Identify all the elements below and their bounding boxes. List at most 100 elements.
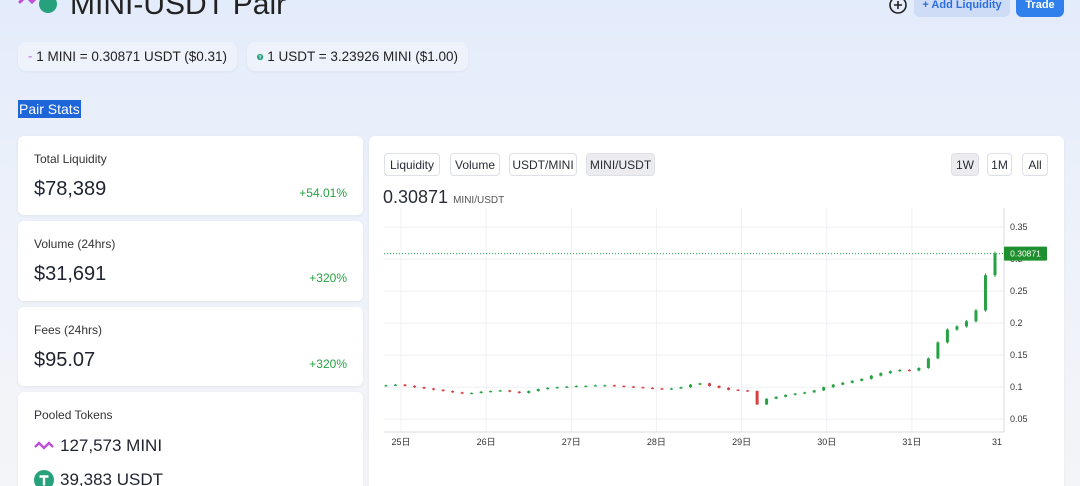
candle-body <box>955 326 959 330</box>
candle-body <box>831 384 835 388</box>
stat-change: +320% <box>309 357 347 371</box>
candle-body <box>907 369 911 372</box>
candle-body <box>460 392 464 394</box>
candle-body <box>993 253 997 276</box>
candle-body <box>803 392 807 394</box>
volume-card: Volume (24hrs) $31,691 +320% <box>18 221 363 301</box>
usdt-icon <box>257 53 264 60</box>
candle-body <box>974 310 978 322</box>
candle-body <box>841 382 845 385</box>
add-liquidity-button[interactable]: + Add Liquidity <box>914 0 1010 17</box>
y-tick-label: 0.15 <box>1010 350 1028 360</box>
candle-body <box>898 369 902 372</box>
candle-body <box>964 321 968 327</box>
usdt-icon <box>34 470 54 486</box>
candle-body <box>793 393 797 395</box>
rate-text: 1 MINI = 0.30871 USDT ($0.31) <box>36 49 227 64</box>
fees-card: Fees (24hrs) $95.07 +320% <box>18 307 363 386</box>
range-all[interactable]: All <box>1022 153 1048 176</box>
candle-body <box>936 342 940 359</box>
current-price-badge-label: 0.30871 <box>1010 249 1041 259</box>
candle-body <box>612 385 616 387</box>
candle-body <box>736 389 740 391</box>
stat-label: Pooled Tokens <box>34 408 113 422</box>
candle-body <box>603 385 607 387</box>
candle-body <box>432 388 436 390</box>
candle-body <box>546 387 550 390</box>
candle-body <box>669 388 673 390</box>
candle-body <box>717 385 721 388</box>
range-1m[interactable]: 1M <box>987 153 1012 176</box>
candle-body <box>812 390 816 393</box>
candle-body <box>422 387 426 389</box>
candle-body <box>650 387 654 390</box>
total-liquidity-card: Total Liquidity $78,389 +54.01% <box>18 136 363 215</box>
candle-body <box>765 398 769 405</box>
section-title: Pair Stats <box>18 100 81 118</box>
candle-body <box>888 371 892 374</box>
current-price-value: 0.30871 <box>383 187 449 207</box>
rate-usdt-mini[interactable]: 1 USDT = 3.23926 MINI ($1.00) <box>247 42 468 71</box>
pooled-tokens-card: Pooled Tokens 127,573 MINI 39,383 USDT <box>18 392 363 486</box>
candle-body <box>660 388 664 390</box>
stat-change: +320% <box>309 271 347 285</box>
candle-body <box>451 391 455 393</box>
page-title: MINI-USDT Pair <box>70 0 287 21</box>
candle-body <box>917 368 921 371</box>
y-tick-label: 0.35 <box>1010 222 1028 232</box>
trade-button[interactable]: Trade <box>1016 0 1064 17</box>
candle-body <box>489 391 493 393</box>
x-tick-label: 26日 <box>477 437 496 447</box>
chart-card: Liquidity Volume USDT/MINI MINI/USDT 1W … <box>369 136 1064 486</box>
candle-body <box>860 378 864 381</box>
stat-change: +54.01% <box>299 186 347 200</box>
candle-body <box>983 275 987 311</box>
x-tick-label: 31 <box>992 437 1002 447</box>
stat-value: $31,691 <box>34 263 107 285</box>
candle-body <box>850 380 854 383</box>
tab-usdt-mini[interactable]: USDT/MINI <box>509 153 577 176</box>
tab-mini-usdt[interactable]: MINI/USDT <box>586 153 655 176</box>
candle-body <box>593 385 597 387</box>
current-price: 0.30871 MINI/USDT <box>383 187 504 208</box>
candle-body <box>746 390 750 392</box>
add-token-icon[interactable] <box>888 0 908 15</box>
tab-liquidity[interactable]: Liquidity <box>384 153 440 176</box>
pooled-usdt-row: 39,383 USDT <box>34 470 163 486</box>
candle-body <box>708 383 712 386</box>
candle-body <box>622 385 626 388</box>
candle-body <box>698 383 702 385</box>
stat-value: $78,389 <box>34 178 107 200</box>
x-tick-label: 27日 <box>562 437 581 447</box>
candle-body <box>945 329 949 343</box>
mini-icon <box>28 55 33 58</box>
candle-body <box>384 385 388 387</box>
candle-body <box>470 392 474 395</box>
candle-body <box>555 387 559 389</box>
candle-body <box>774 396 778 399</box>
candle-body <box>755 391 759 405</box>
rate-mini-usdt[interactable]: 1 MINI = 0.30871 USDT ($0.31) <box>18 42 237 71</box>
x-tick-label: 28日 <box>647 437 666 447</box>
candle-body <box>584 385 588 388</box>
candle-body <box>689 384 692 388</box>
candle-body <box>926 358 930 368</box>
candle-body <box>498 390 502 392</box>
candle-body <box>679 387 683 389</box>
candle-body <box>517 391 521 393</box>
range-1w[interactable]: 1W <box>951 153 979 176</box>
x-tick-label: 29日 <box>732 437 751 447</box>
candle-body <box>508 390 512 392</box>
candle-body <box>527 391 531 393</box>
tab-volume[interactable]: Volume <box>450 153 500 176</box>
price-chart[interactable]: 25日 26日 27日 28日 29日 30日 31日 31 0.05 0.1 0.15 0.2 0.2… <box>369 136 1064 486</box>
stat-label: Total Liquidity <box>34 152 107 166</box>
candle-body <box>479 391 483 393</box>
x-tick-label: 31日 <box>902 437 921 447</box>
candle-body <box>403 384 407 386</box>
candle-body <box>565 386 569 388</box>
pooled-usdt-value: 39,383 USDT <box>60 470 163 486</box>
stat-value: $95.07 <box>34 349 96 371</box>
candle-body <box>822 387 826 391</box>
candle-body <box>631 386 635 388</box>
